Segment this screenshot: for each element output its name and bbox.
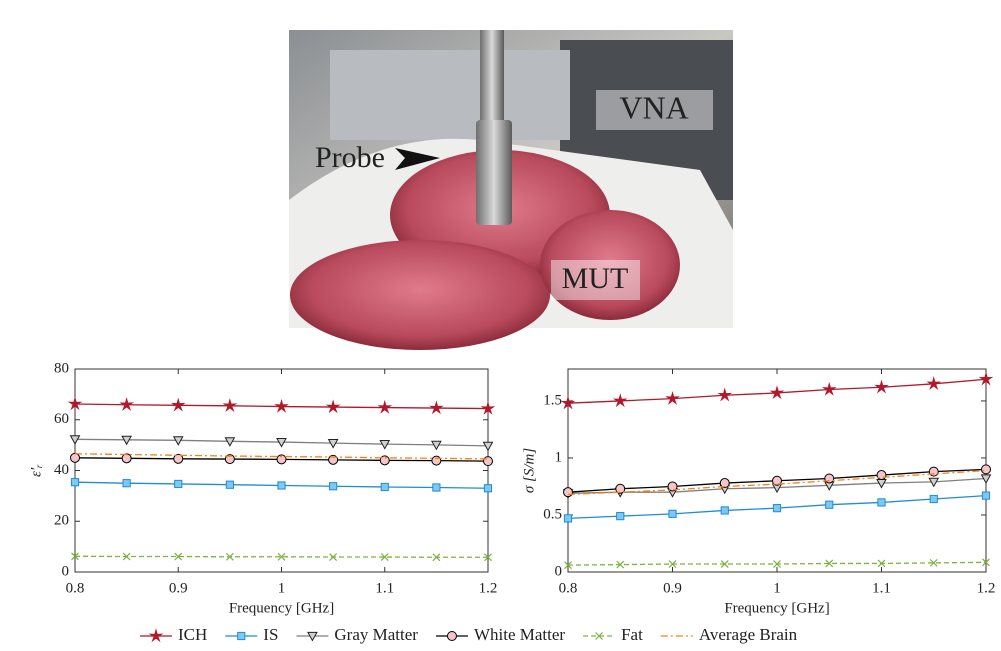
marker xyxy=(617,513,624,520)
marker xyxy=(484,485,491,492)
marker xyxy=(226,481,233,488)
y-axis-label: σ [S/m] xyxy=(521,448,537,493)
marker xyxy=(564,515,571,522)
marker xyxy=(224,400,235,411)
legend-marker xyxy=(150,630,161,641)
marker xyxy=(276,401,287,412)
marker xyxy=(669,510,676,517)
marker xyxy=(431,402,442,413)
marker xyxy=(484,457,493,466)
y-tick-label: 0.5 xyxy=(543,506,562,522)
marker xyxy=(825,474,834,483)
legend-label: Average Brain xyxy=(699,625,798,644)
marker xyxy=(330,483,337,490)
x-tick-label: 1.1 xyxy=(375,580,394,596)
marker xyxy=(930,495,937,502)
y-tick-label: 1 xyxy=(555,449,563,465)
legend-marker xyxy=(238,632,245,639)
probe xyxy=(476,120,512,225)
marker xyxy=(122,454,131,463)
y-tick-label: 40 xyxy=(54,462,69,478)
marker xyxy=(982,492,989,499)
marker xyxy=(173,399,184,410)
marker xyxy=(826,501,833,508)
marker xyxy=(615,395,626,406)
x-tick-label: 0.8 xyxy=(66,580,85,596)
marker xyxy=(71,453,80,462)
y-tick-label: 1.5 xyxy=(543,392,562,408)
equipment xyxy=(330,50,570,140)
brain xyxy=(290,240,550,350)
y-tick-label: 0 xyxy=(62,563,70,579)
plot-frame xyxy=(568,369,986,572)
x-tick-label: 0.9 xyxy=(663,580,682,596)
probe-cable xyxy=(480,30,504,120)
x-tick-label: 1.2 xyxy=(977,580,996,596)
marker xyxy=(877,471,886,480)
x-tick-label: 1.2 xyxy=(479,580,498,596)
photo: VNA Probe MUT xyxy=(289,30,733,350)
legend-marker xyxy=(447,632,456,641)
marker xyxy=(432,456,441,465)
y-tick-label: 20 xyxy=(54,513,69,529)
x-tick-label: 1 xyxy=(278,580,286,596)
marker xyxy=(721,507,728,514)
photo-label: Probe xyxy=(315,141,385,174)
marker xyxy=(929,467,938,476)
marker xyxy=(433,484,440,491)
y-tick-label: 80 xyxy=(54,360,69,376)
y-tick-label: 60 xyxy=(54,411,69,427)
marker xyxy=(564,488,573,497)
marker xyxy=(876,381,887,392)
photo-label: VNA xyxy=(619,89,688,125)
photo-label: MUT xyxy=(562,262,629,295)
marker xyxy=(278,482,285,489)
marker xyxy=(667,393,678,404)
marker xyxy=(878,499,885,506)
marker xyxy=(982,465,991,474)
legend-label: White Matter xyxy=(474,625,565,644)
legend: ICH IS Gray Matter White Matter Fat Average B… xyxy=(140,625,798,644)
legend-label: IS xyxy=(263,625,278,644)
legend-label: ICH xyxy=(178,625,207,644)
x-axis-label: Frequency [GHz] xyxy=(229,600,334,616)
legend-label: Gray Matter xyxy=(334,625,418,644)
marker xyxy=(379,402,390,413)
marker xyxy=(175,480,182,487)
marker xyxy=(121,399,132,410)
x-axis-label: Frequency [GHz] xyxy=(724,600,829,616)
y-axis-label: ε′ᵣ xyxy=(28,464,44,477)
x-tick-label: 0.8 xyxy=(559,580,578,596)
marker xyxy=(773,505,780,512)
legend-label: Fat xyxy=(621,625,643,644)
marker xyxy=(824,384,835,395)
figure: VNA Probe MUT 0 20 40 60 80 0.8 0.9 1 1.1 1.2 Freq… xyxy=(0,0,1001,651)
marker xyxy=(71,479,78,486)
marker xyxy=(771,387,782,398)
marker xyxy=(328,401,339,412)
marker xyxy=(719,389,730,400)
marker xyxy=(123,480,130,487)
x-tick-label: 0.9 xyxy=(169,580,188,596)
marker xyxy=(928,378,939,389)
y-tick-label: 0 xyxy=(555,563,563,579)
x-tick-label: 1.1 xyxy=(872,580,891,596)
marker xyxy=(381,483,388,490)
x-tick-label: 1 xyxy=(773,580,781,596)
